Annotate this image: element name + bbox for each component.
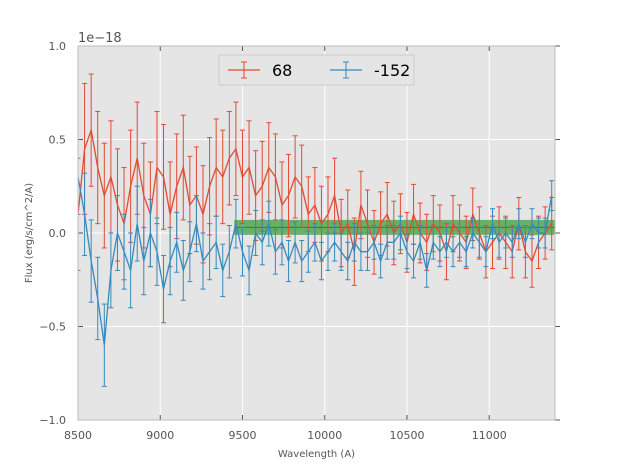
legend-entry-1: -152: [330, 61, 410, 80]
y-tick-label-0: −1.0: [39, 414, 66, 427]
legend-label-0: 68: [272, 61, 292, 80]
x-axis-label: Wavelength (A): [278, 449, 355, 460]
legend-entry-0: 68: [228, 61, 292, 80]
x-tick-label-3: 10000: [307, 429, 342, 442]
y-tick-label-1: −0.5: [39, 321, 66, 334]
plot-frame: [77, 45, 556, 421]
series-line-0: [78, 127, 553, 263]
y-tick-label-4: 1.0: [49, 40, 67, 53]
x-tick-label-2: 9500: [228, 429, 256, 442]
legend-label-1: -152: [374, 61, 410, 80]
series-layer: [78, 73, 555, 387]
legend: 68 -152: [218, 54, 415, 86]
x-tick-label-0: 8500: [64, 429, 92, 442]
tick-labels: 8500 9000 9500 10000 10500 11000 −1.0 −0.5 0.0 0.…: [39, 40, 506, 442]
y-tick-label-3: 0.5: [49, 134, 67, 147]
x-tick-label-4: 10500: [389, 429, 424, 442]
y-tick-label-2: 0.0: [49, 227, 67, 240]
x-tick-label-5: 11000: [472, 429, 507, 442]
series-line-1: [78, 176, 553, 346]
y-offset-label: 1e−18: [78, 31, 122, 46]
x-tick-label-1: 9000: [146, 429, 174, 442]
series-1: [78, 139, 555, 387]
y-axis-label: Flux (erg/s/cm^2/A): [24, 183, 35, 283]
